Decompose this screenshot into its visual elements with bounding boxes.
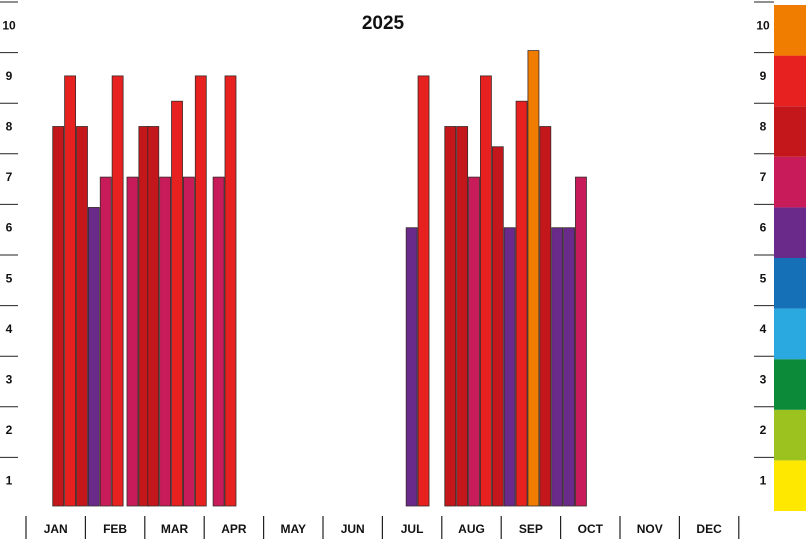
scale-swatch-4 bbox=[774, 308, 806, 360]
bars bbox=[52, 50, 587, 507]
scale-swatch-6 bbox=[774, 207, 806, 258]
y-tick-label-left: 8 bbox=[6, 120, 13, 134]
bar bbox=[111, 75, 124, 507]
y-axis-left: 1 2 3 4 5 6 7 8 9 10 bbox=[0, 1, 18, 488]
y-tick-label-right: 3 bbox=[760, 373, 767, 387]
bar bbox=[551, 227, 564, 507]
bar bbox=[405, 227, 418, 507]
y-tick-label-left: 10 bbox=[2, 18, 16, 32]
x-tick-label: JUL bbox=[401, 522, 424, 536]
bar bbox=[527, 50, 540, 507]
scale-swatch-5 bbox=[774, 258, 806, 309]
y-tick-label-left: 2 bbox=[6, 423, 13, 437]
bar bbox=[515, 100, 528, 507]
x-axis: JAN FEB MAR APR MAY JUN JUL AUG SEP OCT NOV DEC bbox=[25, 516, 740, 539]
bar bbox=[456, 126, 469, 507]
scale-swatch-8 bbox=[774, 106, 806, 157]
bar bbox=[503, 227, 516, 507]
bar bbox=[491, 146, 504, 507]
bar bbox=[171, 100, 183, 507]
y-tick-label-right: 1 bbox=[760, 474, 767, 488]
x-tick-label: DEC bbox=[696, 522, 722, 536]
y-tick-label-right: 5 bbox=[760, 271, 767, 285]
x-tick-label: AUG bbox=[458, 522, 485, 536]
bar bbox=[76, 126, 88, 507]
y-tick-label-right: 9 bbox=[760, 69, 767, 83]
bar bbox=[417, 75, 430, 507]
y-tick-label-left: 6 bbox=[6, 221, 13, 235]
y-tick-label-left: 4 bbox=[6, 322, 13, 336]
x-tick-label: FEB bbox=[103, 522, 127, 536]
bar bbox=[52, 126, 65, 507]
bar bbox=[212, 176, 225, 507]
color-scale-legend bbox=[774, 5, 806, 511]
bar bbox=[575, 176, 587, 507]
x-tick-label: NOV bbox=[637, 522, 663, 536]
scale-swatch-2 bbox=[774, 409, 806, 461]
y-tick-label-right: 10 bbox=[756, 18, 770, 32]
y-tick-label-right: 7 bbox=[760, 170, 767, 184]
x-tick-label: MAR bbox=[161, 522, 189, 536]
bar bbox=[539, 126, 552, 507]
bar bbox=[64, 75, 77, 507]
bar bbox=[468, 176, 480, 507]
y-tick-label-left: 1 bbox=[6, 474, 13, 488]
x-tick-label: MAY bbox=[281, 522, 307, 536]
chart-title: 2025 bbox=[362, 13, 405, 34]
scale-swatch-9 bbox=[774, 55, 806, 107]
bar bbox=[194, 75, 207, 507]
bar bbox=[159, 176, 172, 507]
bar bbox=[183, 176, 195, 507]
bar bbox=[563, 227, 575, 507]
y-axis-right: 1 2 3 4 5 6 7 8 9 10 bbox=[754, 1, 774, 488]
scale-swatch-3 bbox=[774, 359, 806, 410]
bar bbox=[147, 126, 160, 507]
y-tick-label-left: 3 bbox=[6, 373, 13, 387]
x-tick-label: JUN bbox=[341, 522, 365, 536]
y-tick-label-right: 4 bbox=[760, 322, 767, 336]
y-tick-label-left: 5 bbox=[6, 271, 13, 285]
bar bbox=[126, 176, 139, 507]
bar bbox=[224, 75, 237, 507]
x-tick-label: OCT bbox=[578, 522, 604, 536]
y-tick-label-right: 6 bbox=[760, 221, 767, 235]
scale-swatch-1 bbox=[774, 460, 806, 511]
bar bbox=[99, 176, 112, 507]
bar bbox=[87, 207, 100, 507]
y-tick-label-right: 8 bbox=[760, 120, 767, 134]
x-tick-label: APR bbox=[221, 522, 247, 536]
x-tick-label: SEP bbox=[519, 522, 543, 536]
y-tick-label-left: 7 bbox=[6, 170, 13, 184]
y-tick-label-left: 9 bbox=[6, 69, 13, 83]
scale-swatch-7 bbox=[774, 156, 806, 208]
y-tick-label-right: 2 bbox=[760, 423, 767, 437]
scale-swatch-10 bbox=[774, 5, 806, 56]
bar bbox=[444, 126, 457, 507]
bar bbox=[480, 75, 492, 507]
x-tick-label: JAN bbox=[44, 522, 68, 536]
